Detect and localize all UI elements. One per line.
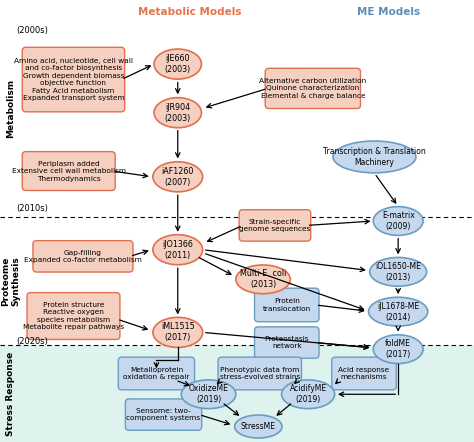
Ellipse shape: [368, 297, 428, 326]
Text: iAF1260
(2007): iAF1260 (2007): [162, 167, 194, 187]
FancyBboxPatch shape: [22, 47, 125, 112]
Text: iJR904
(2003): iJR904 (2003): [164, 103, 191, 123]
Ellipse shape: [333, 141, 416, 173]
FancyBboxPatch shape: [332, 357, 396, 390]
Text: Transcription & Translation
Machinery: Transcription & Translation Machinery: [323, 147, 426, 167]
Text: AcidifyME
(2019): AcidifyME (2019): [290, 384, 327, 404]
FancyBboxPatch shape: [33, 240, 133, 272]
Text: Phenotypic data from
stress-evolved strains: Phenotypic data from stress-evolved stra…: [219, 367, 300, 380]
Text: Metabolic Models: Metabolic Models: [138, 8, 241, 17]
Ellipse shape: [181, 380, 236, 408]
FancyBboxPatch shape: [22, 152, 115, 191]
Text: Periplasm added
Extensive cell wall metabolism
Thermodynamics: Periplasm added Extensive cell wall meta…: [12, 160, 126, 182]
FancyBboxPatch shape: [239, 210, 311, 241]
Text: Proteostasis
network: Proteostasis network: [264, 336, 309, 349]
Ellipse shape: [153, 162, 202, 192]
Text: iJO1366
(2011): iJO1366 (2011): [162, 240, 193, 260]
Text: (2020s): (2020s): [16, 337, 48, 346]
Text: iML1515
(2017): iML1515 (2017): [161, 322, 195, 343]
Bar: [0, 345, 474, 442]
Text: Stress Response: Stress Response: [6, 351, 15, 435]
FancyBboxPatch shape: [265, 68, 360, 108]
Text: iOL1650-ME
(2013): iOL1650-ME (2013): [375, 262, 421, 282]
Text: Multi-E. coli
(2013): Multi-E. coli (2013): [240, 269, 286, 290]
Ellipse shape: [153, 235, 202, 265]
Ellipse shape: [153, 317, 202, 347]
Ellipse shape: [154, 49, 201, 79]
Text: (2010s): (2010s): [16, 204, 48, 213]
Text: Protein structure
Reactive oxygen
species metabolism
Metabolite repair pathways: Protein structure Reactive oxygen specie…: [23, 302, 124, 330]
Text: iJE660
(2003): iJE660 (2003): [164, 54, 191, 74]
Ellipse shape: [282, 380, 335, 408]
Ellipse shape: [370, 257, 427, 286]
Text: Sensome: two-
component systems: Sensome: two- component systems: [127, 408, 201, 421]
Text: OxidizeME
(2019): OxidizeME (2019): [189, 384, 228, 404]
Text: ME Models: ME Models: [357, 8, 420, 17]
Text: Metalloprotein
oxidation & repair: Metalloprotein oxidation & repair: [123, 367, 190, 380]
Text: Protein
translocation: Protein translocation: [263, 298, 311, 312]
FancyBboxPatch shape: [27, 293, 120, 339]
Ellipse shape: [235, 415, 282, 438]
Text: StressME: StressME: [241, 422, 276, 431]
Text: foldME
(2017): foldME (2017): [385, 339, 411, 359]
Text: (2000s): (2000s): [16, 27, 48, 35]
FancyBboxPatch shape: [255, 288, 319, 322]
Ellipse shape: [373, 335, 423, 363]
FancyBboxPatch shape: [255, 327, 319, 358]
Text: Acid response
mechanisms: Acid response mechanisms: [338, 367, 390, 380]
Bar: [0, 217, 474, 345]
Ellipse shape: [154, 98, 201, 128]
Text: iJL1678-ME
(2014): iJL1678-ME (2014): [377, 301, 419, 322]
Text: Amino acid, nucleotide, cell wall
and co-factor biosynthesis
Growth dependent bi: Amino acid, nucleotide, cell wall and co…: [14, 58, 133, 101]
Text: Proteome
Synthesis: Proteome Synthesis: [1, 256, 20, 306]
FancyBboxPatch shape: [118, 357, 194, 390]
Ellipse shape: [373, 206, 423, 235]
FancyBboxPatch shape: [218, 357, 301, 390]
Ellipse shape: [236, 265, 290, 293]
Text: Strain-specific
genome sequences: Strain-specific genome sequences: [239, 219, 310, 232]
Text: Gap-filling
Expanded co-factor metabolism: Gap-filling Expanded co-factor metabolis…: [24, 250, 142, 263]
Text: Metabolism: Metabolism: [6, 79, 15, 138]
FancyBboxPatch shape: [125, 399, 201, 431]
Text: Alternative carbon utilization
Quinone characterization
Elemental & charge balan: Alternative carbon utilization Quinone c…: [259, 78, 366, 99]
Bar: [0, 0, 474, 217]
Text: E-matrix
(2009): E-matrix (2009): [382, 211, 415, 231]
